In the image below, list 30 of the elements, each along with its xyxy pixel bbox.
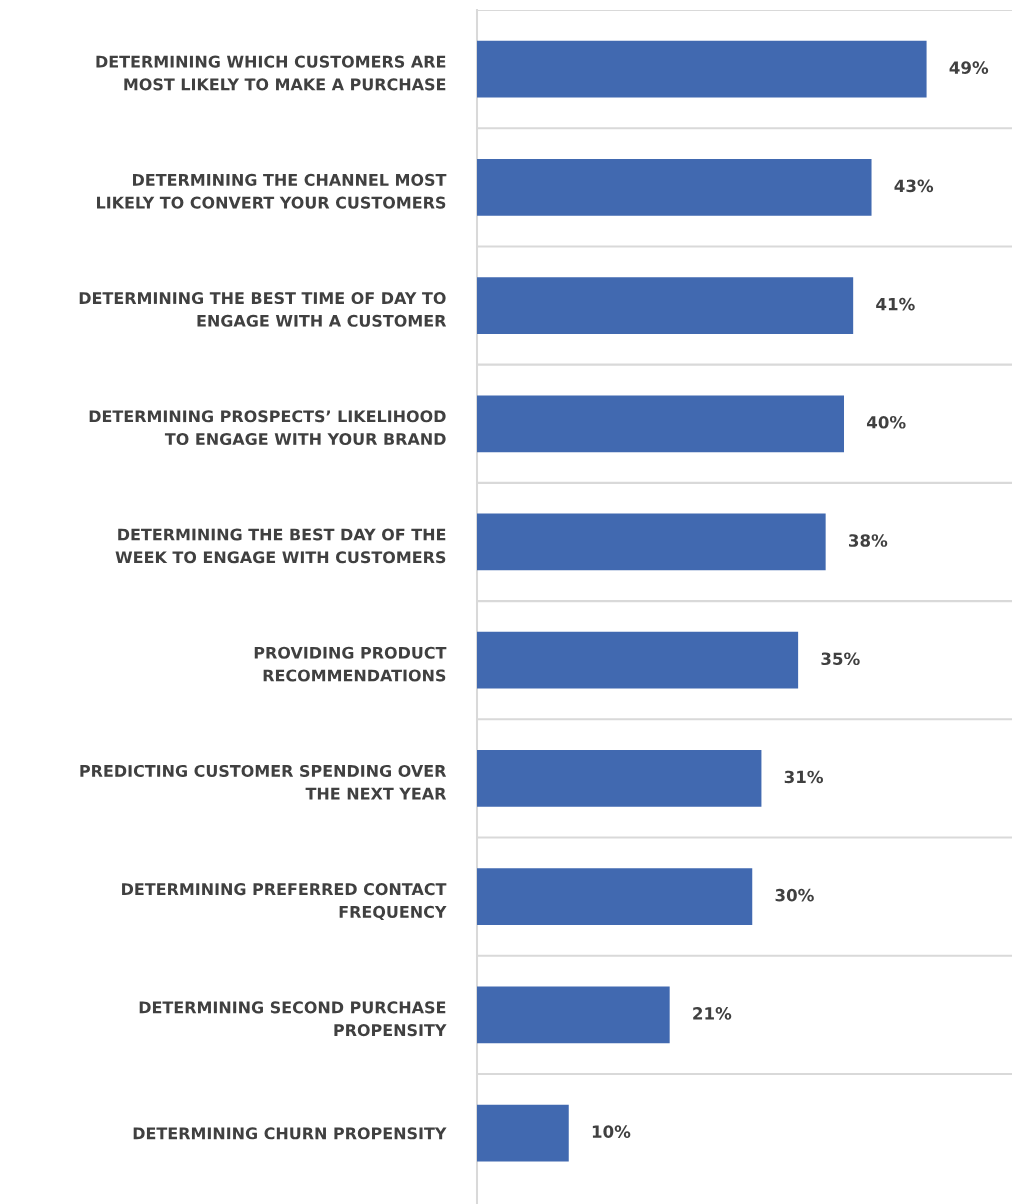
y-tick-label: DETERMINING PREFERRED CONTACT FREQUENCY xyxy=(122,883,447,921)
bar xyxy=(477,158,872,216)
y-tick-label: DETERMINING PROSPECTS’ LIKELIHOOD TO ENGAGE WITH YOUR BRAND xyxy=(89,410,446,446)
bar xyxy=(477,277,854,334)
data-label: 49% xyxy=(949,61,989,74)
data-label: 10% xyxy=(592,1125,631,1138)
bar xyxy=(477,395,844,453)
data-label: 35% xyxy=(821,652,860,666)
bar xyxy=(477,986,670,1044)
data-label: 38% xyxy=(848,534,888,547)
data-label: 41% xyxy=(876,297,915,311)
bar xyxy=(477,631,799,689)
bar xyxy=(477,750,762,807)
data-label: 40% xyxy=(866,415,906,429)
data-label: 31% xyxy=(784,770,824,784)
y-tick-label: PROVIDING PRODUCT RECOMMENDATIONS xyxy=(254,646,447,682)
y-tick-label: DETERMINING WHICH CUSTOMERS ARE MOST LIKELY TO MAKE A PURCHASE xyxy=(96,55,446,91)
bar xyxy=(477,868,753,926)
bar xyxy=(477,40,927,98)
data-label: 30% xyxy=(775,888,814,902)
y-tick-label: DETERMINING THE BEST TIME OF DAY TO ENGAGE WITH A CUSTOMER xyxy=(79,292,447,327)
data-label: 21% xyxy=(693,1007,732,1020)
y-tick-label: PREDICTING CUSTOMER SPENDING OVER THE NEXT YEAR xyxy=(80,764,447,800)
y-tick-label: DETERMINING THE BEST DAY OF THE WEEK TO ENGAGE WITH CUSTOMERS xyxy=(115,528,446,564)
y-tick-label: DETERMINING THE CHANNEL MOST LIKELY TO CONVERT YOUR CUSTOMERS xyxy=(97,173,447,209)
y-tick-label: DETERMINING SECOND PURCHASE PROPENSITY xyxy=(139,1001,447,1037)
data-label: 43% xyxy=(894,179,934,193)
y-tick-label: DETERMINING CHURN PROPENSITY xyxy=(133,1127,447,1140)
bar xyxy=(477,1104,569,1162)
bar xyxy=(477,513,826,571)
